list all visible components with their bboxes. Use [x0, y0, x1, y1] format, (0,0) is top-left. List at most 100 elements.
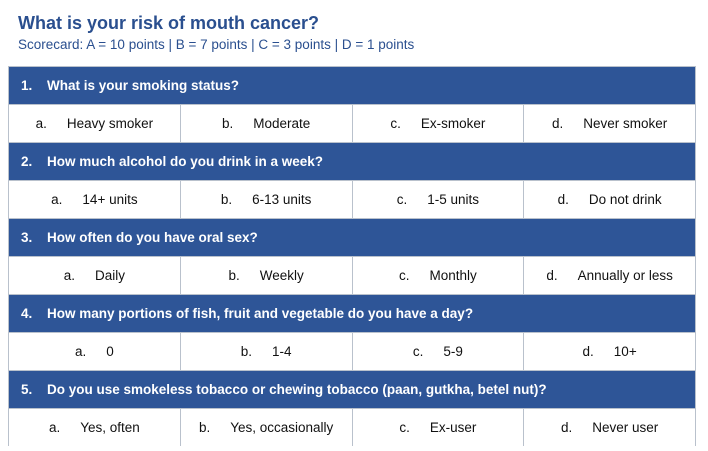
answer-option-content: a. Heavy smoker	[9, 116, 180, 131]
answer-option-content: a. 14+ units	[9, 192, 180, 207]
answer-option[interactable]: d. Annually or less	[523, 256, 696, 295]
question-number: 1.	[21, 78, 33, 93]
answer-option-content: b. 1-4	[181, 344, 352, 359]
answer-option[interactable]: b. Moderate	[179, 104, 353, 143]
answer-row: a. 14+ units b. 6-13 units c. 1-5 units d. Do n…	[8, 180, 696, 219]
quiz-table: 1. What is your smoking status? a. Heavy sm…	[8, 66, 696, 447]
answer-option[interactable]: d. Never user	[523, 408, 696, 447]
option-letter: a.	[63, 268, 75, 283]
question-text: What is your smoking status?	[47, 78, 240, 93]
option-text: Monthly	[429, 268, 477, 283]
option-letter: a.	[74, 344, 87, 359]
question-row: 2. How much alcohol do you drink in a wee…	[8, 142, 696, 181]
answer-option-content: d. Never smoker	[524, 116, 695, 131]
option-letter: c.	[396, 192, 408, 207]
answer-option-content: b. Moderate	[181, 116, 352, 131]
question-text: How much alcohol do you drink in a week?	[47, 154, 324, 169]
answer-option[interactable]: c. Ex-user	[351, 408, 525, 447]
option-letter: a.	[48, 420, 61, 435]
answer-option[interactable]: d. 10+	[523, 332, 696, 371]
option-letter: d.	[560, 420, 573, 435]
answer-row: a. Daily b. Weekly c. Monthly d. Annually or le…	[8, 256, 696, 295]
option-letter: c.	[390, 116, 401, 131]
question-cell: 1. What is your smoking status?	[8, 66, 696, 105]
question-row: 3. How often do you have oral sex?	[8, 218, 696, 257]
answer-option[interactable]: c. Monthly	[351, 256, 525, 295]
option-letter: b.	[198, 420, 211, 435]
answer-option-content: b. 6-13 units	[181, 192, 352, 207]
answer-option[interactable]: a. Daily	[8, 256, 181, 295]
question-row: 4. How many portions of fish, fruit and v…	[8, 294, 696, 333]
answer-option[interactable]: c. 5-9	[351, 332, 525, 371]
answer-option-content: c. Ex-user	[353, 420, 524, 435]
question-cell: 5. Do you use smokeless tobacco or chewin…	[8, 370, 696, 409]
option-text: Never user	[592, 420, 659, 435]
answer-option[interactable]: c. 1-5 units	[351, 180, 525, 219]
answer-option-content: a. Daily	[9, 268, 180, 283]
answer-option-content: d. Never user	[524, 420, 695, 435]
answer-option[interactable]: c. Ex-smoker	[351, 104, 525, 143]
answer-option-content: d. 10+	[524, 344, 695, 359]
question-text: Do you use smokeless tobacco or chewing …	[47, 382, 547, 397]
question-cell: 4. How many portions of fish, fruit and v…	[8, 294, 696, 333]
option-text: Do not drink	[588, 192, 662, 207]
option-text: Moderate	[253, 116, 311, 131]
option-text: Yes, often	[80, 420, 140, 435]
bottom-edge	[0, 446, 708, 451]
answer-option[interactable]: d. Do not drink	[523, 180, 696, 219]
option-text: Daily	[95, 268, 126, 283]
option-letter: c.	[398, 268, 410, 283]
answer-option[interactable]: b. 6-13 units	[179, 180, 353, 219]
answer-option-content: d. Annually or less	[524, 268, 695, 283]
option-letter: d.	[551, 116, 564, 131]
option-letter: b.	[240, 344, 252, 359]
answer-row: a. Yes, often b. Yes, occasionally c. Ex-user…	[8, 408, 696, 447]
scorecard-subtitle: Scorecard: A = 10 points | B = 7 points …	[18, 37, 415, 52]
question-number: 3.	[21, 230, 33, 245]
question-text: How many portions of fish, fruit and veg…	[47, 306, 474, 321]
question-text: How often do you have oral sex?	[47, 230, 258, 245]
answer-option[interactable]: a. Yes, often	[8, 408, 181, 447]
option-text: Heavy smoker	[66, 116, 154, 131]
question-number: 4.	[21, 306, 33, 321]
question-row: 5. Do you use smokeless tobacco or chewin…	[8, 370, 696, 409]
answer-option-content: b. Weekly	[181, 268, 352, 283]
option-text: 1-4	[272, 344, 292, 359]
option-text: Annually or less	[577, 268, 673, 283]
answer-option[interactable]: b. Yes, occasionally	[179, 408, 353, 447]
option-letter: c.	[399, 420, 410, 435]
answer-option[interactable]: d. Never smoker	[523, 104, 696, 143]
option-text: 14+ units	[82, 192, 138, 207]
option-text: 5-9	[443, 344, 463, 359]
answer-option-content: c. 5-9	[353, 344, 524, 359]
option-text: 10+	[613, 344, 637, 359]
question-number: 5.	[21, 382, 33, 397]
option-letter: d.	[582, 344, 594, 359]
answer-row: a. 0 b. 1-4 c. 5-9 d. 10+	[8, 332, 696, 371]
answer-option[interactable]: b. Weekly	[179, 256, 353, 295]
option-text: 6-13 units	[252, 192, 312, 207]
answer-option-content: a. 0	[9, 344, 180, 359]
option-letter: d.	[546, 268, 558, 283]
question-cell: 3. How often do you have oral sex?	[8, 218, 696, 257]
option-letter: b.	[228, 268, 240, 283]
option-letter: a.	[35, 116, 47, 131]
option-text: 0	[106, 344, 114, 359]
option-letter: c.	[412, 344, 424, 359]
option-text: Weekly	[259, 268, 304, 283]
option-text: Ex-user	[429, 420, 477, 435]
answer-option[interactable]: a. 14+ units	[8, 180, 181, 219]
answer-option-content: c. Ex-smoker	[353, 116, 524, 131]
option-text: 1-5 units	[427, 192, 480, 207]
option-letter: b.	[220, 192, 233, 207]
answer-row: a. Heavy smoker b. Moderate c. Ex-smoker d. Nev…	[8, 104, 696, 143]
answer-option[interactable]: a. 0	[8, 332, 181, 371]
answer-option[interactable]: a. Heavy smoker	[8, 104, 181, 143]
page-title: What is your risk of mouth cancer?	[18, 13, 320, 33]
question-number: 2.	[21, 154, 33, 169]
answer-option-content: d. Do not drink	[524, 192, 695, 207]
answer-option[interactable]: b. 1-4	[179, 332, 353, 371]
option-text: Ex-smoker	[420, 116, 486, 131]
question-row: 1. What is your smoking status?	[8, 66, 696, 105]
answer-option-content: c. 1-5 units	[353, 192, 524, 207]
